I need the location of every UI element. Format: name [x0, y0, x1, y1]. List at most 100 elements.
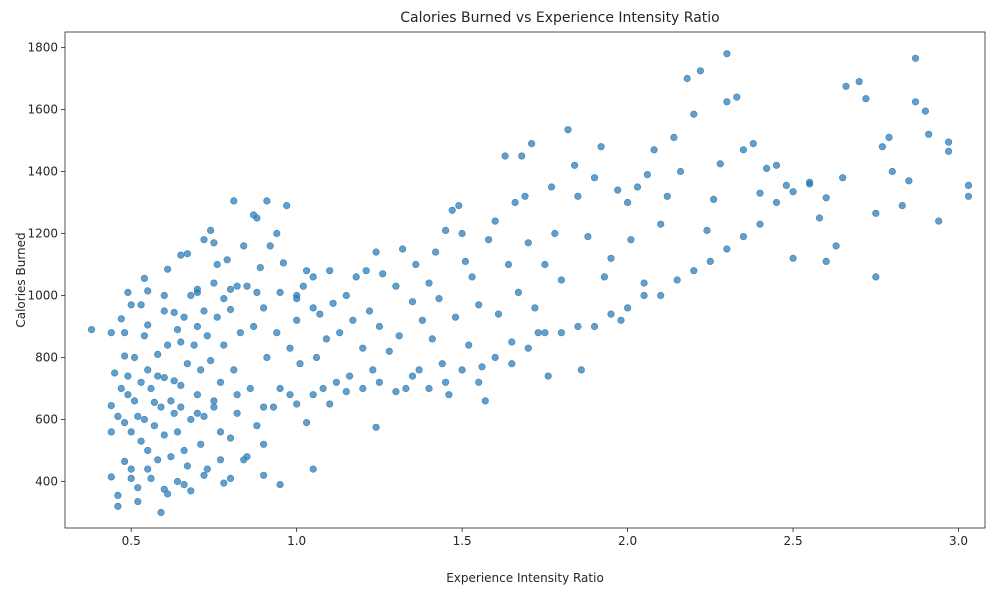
data-point [154, 350, 162, 358]
data-point [160, 373, 168, 382]
data-point [822, 257, 830, 265]
data-point [491, 353, 499, 362]
data-point [137, 301, 145, 309]
data-point [157, 508, 165, 517]
data-point [276, 288, 284, 296]
data-point [369, 366, 377, 374]
data-point [259, 471, 268, 479]
data-point [623, 304, 632, 312]
data-point [329, 299, 337, 307]
data-point [418, 316, 426, 324]
data-point [524, 239, 532, 247]
data-point [263, 353, 271, 362]
data-point [240, 242, 248, 250]
data-point [733, 93, 741, 101]
data-point [173, 325, 182, 334]
data-point [385, 347, 393, 355]
data-point [121, 418, 129, 427]
data-point [216, 428, 225, 436]
data-point [511, 198, 519, 207]
data-point [302, 418, 311, 427]
data-point [673, 276, 681, 284]
data-point [107, 428, 115, 436]
data-point [207, 356, 215, 365]
data-point [627, 236, 635, 244]
data-point [839, 174, 847, 182]
data-point [465, 341, 473, 349]
data-point [107, 401, 115, 410]
data-point [461, 257, 469, 265]
data-point [709, 195, 718, 203]
data-point [127, 465, 135, 473]
data-point [276, 480, 284, 489]
data-point [144, 366, 152, 374]
data-point [527, 140, 536, 148]
data-point [885, 133, 893, 141]
data-point [127, 474, 135, 482]
data-point [815, 214, 824, 222]
data-point [772, 161, 781, 169]
data-point [144, 465, 152, 473]
y-tick-label: 1000 [27, 289, 58, 303]
data-point [127, 428, 135, 436]
data-point [233, 409, 241, 417]
y-tick-label: 1400 [27, 165, 58, 179]
data-point [359, 344, 367, 352]
data-point [243, 453, 251, 461]
data-point [183, 360, 191, 368]
data-point [518, 152, 526, 160]
data-point [425, 279, 433, 287]
data-point [137, 437, 145, 445]
data-point [872, 209, 880, 217]
data-point [332, 378, 340, 386]
data-point [600, 273, 609, 281]
data-point [309, 465, 317, 473]
data-point [140, 274, 148, 282]
data-point [177, 403, 185, 411]
data-point [117, 315, 125, 323]
data-point [504, 260, 513, 269]
data-point [187, 415, 195, 424]
data-point [177, 338, 185, 346]
data-point [524, 344, 532, 352]
data-point [273, 329, 281, 337]
data-point [177, 381, 185, 389]
data-point [435, 294, 443, 303]
data-point [117, 384, 125, 393]
data-point [200, 471, 208, 479]
data-point [170, 308, 178, 317]
data-point [445, 391, 453, 399]
data-point [121, 352, 129, 360]
data-point [521, 192, 529, 200]
data-point [114, 502, 122, 510]
data-point [408, 372, 417, 380]
data-point [180, 480, 188, 489]
data-point [564, 126, 572, 134]
data-point [772, 198, 781, 207]
data-point [296, 360, 304, 368]
data-point [266, 242, 274, 250]
data-point [534, 329, 542, 337]
data-point [180, 446, 188, 455]
data-point [309, 304, 317, 312]
data-point [607, 254, 615, 262]
data-point [756, 189, 764, 197]
data-point [326, 267, 334, 275]
data-point [676, 167, 685, 176]
data-point [491, 217, 499, 225]
data-point [723, 98, 731, 106]
data-point [114, 491, 122, 499]
data-point [210, 279, 218, 287]
data-point [898, 202, 906, 210]
data-point [160, 431, 168, 439]
data-point [154, 372, 162, 380]
data-point [173, 428, 182, 436]
data-point [739, 146, 748, 154]
data-point [448, 206, 456, 214]
data-point [365, 307, 374, 315]
data-point [233, 282, 241, 290]
data-point [475, 378, 483, 386]
data-point [263, 197, 271, 205]
data-point [200, 236, 208, 244]
